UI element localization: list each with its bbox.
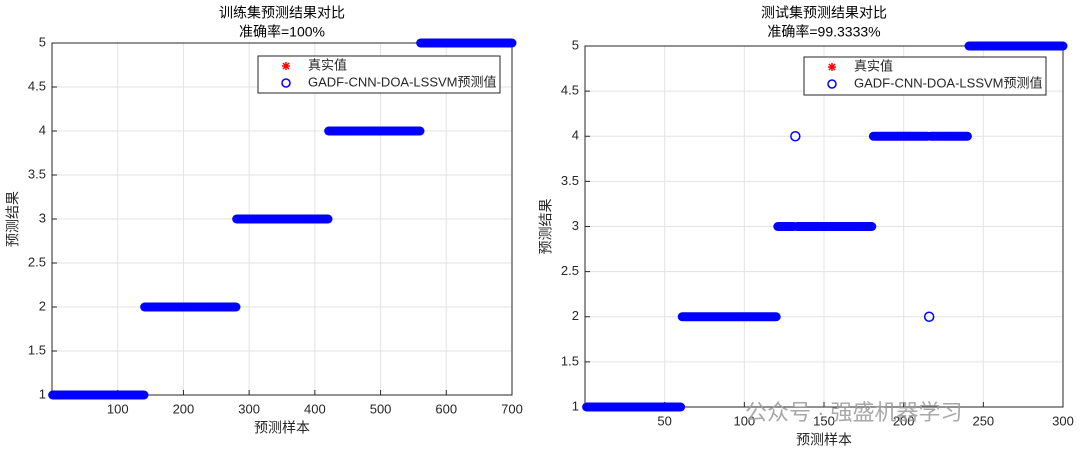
watermark: 公众号 · 强盛机器学习 — [745, 400, 963, 425]
y-tick-label: 5 — [572, 37, 579, 52]
prediction-run — [582, 402, 686, 412]
x-axis-label: 预测样本 — [796, 432, 852, 448]
y-tick-label: 3 — [39, 210, 46, 225]
x-tick-label: 300 — [1052, 413, 1074, 428]
prediction-run — [964, 41, 1068, 51]
prediction-run — [140, 302, 241, 312]
y-tick-label: 1.5 — [561, 353, 579, 368]
legend-label: GADF-CNN-DOA-LSSVM预测值 — [854, 75, 1043, 90]
chart-subtitle: 准确率=99.3333% — [767, 24, 880, 40]
chart-title: 测试集预测结果对比 — [761, 5, 887, 21]
y-axis-label: 预测结果 — [538, 199, 554, 255]
y-tick-label: 2.5 — [28, 254, 46, 269]
x-tick-label: 200 — [173, 401, 195, 416]
x-tick-label: 100 — [107, 401, 129, 416]
y-tick-label: 4.5 — [561, 83, 579, 98]
x-tick-label: 300 — [238, 401, 260, 416]
x-tick-label: 250 — [972, 413, 994, 428]
prediction-run — [416, 38, 517, 48]
legend-marker — [827, 79, 837, 89]
y-tick-label: 4 — [572, 128, 579, 143]
legend-label: GADF-CNN-DOA-LSSVM预测值 — [308, 74, 497, 89]
prediction-run — [773, 222, 799, 231]
prediction-run — [677, 312, 781, 322]
prediction-run — [868, 131, 933, 141]
y-tick-label: 1 — [39, 386, 46, 401]
y-axis-label: 预测结果 — [5, 191, 21, 247]
chart-subtitle: 准确率=100% — [239, 24, 325, 40]
y-tick-label: 4 — [39, 122, 46, 137]
x-tick-label: 150 — [813, 413, 835, 428]
prediction-point — [790, 131, 801, 142]
y-tick-label: 2 — [39, 298, 46, 313]
y-tick-label: 2.5 — [561, 263, 579, 278]
chart-title: 训练集预测结果对比 — [219, 5, 345, 21]
plot-frame — [51, 42, 513, 396]
x-tick-label: 400 — [304, 401, 326, 416]
y-tick-label: 3.5 — [561, 173, 579, 188]
legend-label: 真实值 — [308, 57, 347, 72]
x-tick-label: 500 — [370, 401, 392, 416]
x-tick-label: 200 — [893, 413, 915, 428]
y-tick-label: 3 — [572, 218, 579, 233]
y-tick-label: 2 — [572, 308, 579, 323]
plot-frame — [584, 45, 1064, 408]
legend-label: 真实值 — [854, 58, 893, 73]
prediction-run — [926, 131, 972, 141]
x-axis-label: 预测样本 — [254, 420, 310, 436]
prediction-point — [923, 311, 935, 322]
legend-box — [803, 56, 1047, 96]
prediction-run — [48, 390, 149, 400]
y-tick-label: 3.5 — [28, 166, 46, 181]
prediction-run — [792, 222, 877, 231]
y-tick-label: 4.5 — [28, 78, 46, 93]
legend-marker — [281, 78, 291, 88]
x-tick-label: 700 — [501, 401, 523, 416]
y-tick-label: 5 — [39, 34, 46, 49]
x-tick-label: 100 — [733, 413, 755, 428]
x-tick-label: 50 — [657, 413, 671, 428]
legend-marker — [282, 62, 290, 70]
prediction-run — [232, 214, 333, 224]
legend-box — [257, 55, 501, 94]
legend-marker — [828, 63, 836, 71]
y-tick-label: 1.5 — [28, 342, 46, 357]
prediction-run — [324, 126, 425, 136]
y-tick-label: 1 — [572, 398, 579, 413]
x-tick-label: 600 — [435, 401, 457, 416]
